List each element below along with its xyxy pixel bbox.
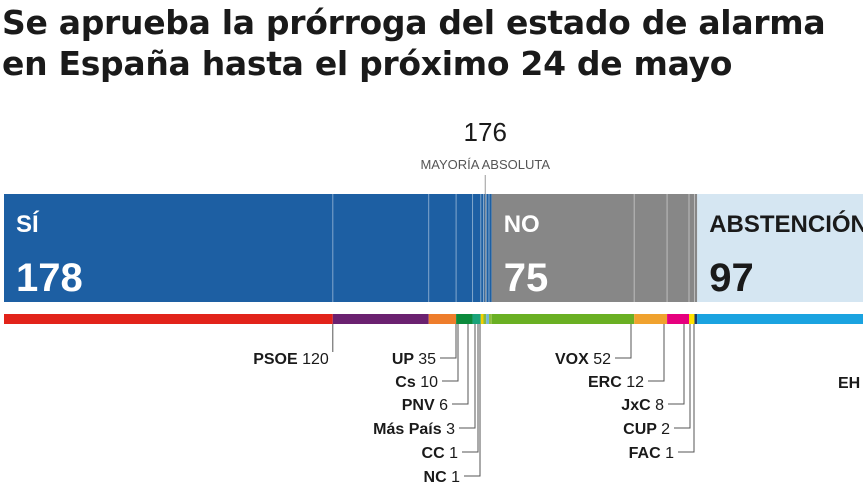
leader-line [462, 324, 479, 453]
party-annotation-fac: FAC 1 [629, 324, 695, 462]
vote-block-1: NO 75 [491, 194, 698, 302]
vote-block-label: ABSTENCIÓN [709, 210, 863, 238]
party-strip-segment [697, 314, 863, 324]
party-strip-segment [634, 314, 668, 324]
leader-line [615, 324, 632, 359]
party-annotation-text: Más País 3 [373, 421, 455, 438]
headline-line-1: Se aprueba la prórroga del estado de ala… [2, 3, 826, 42]
vote-block-total: 178 [16, 256, 83, 300]
party-strip-segment [332, 314, 429, 324]
party-strip-segment [472, 314, 481, 324]
vote-block-2: ABSTENCIÓN 97 [697, 194, 863, 302]
party-annotation-text: CUP 2 [623, 421, 670, 438]
party-annotation-text: UP 35 [392, 351, 436, 368]
party-seats: 1 [451, 469, 460, 486]
party-annotation-cs: Cs 10 [395, 324, 459, 391]
party-strip-segment [480, 314, 484, 324]
party-annotation-text: PNV 6 [402, 397, 448, 414]
party-strip-segment [428, 314, 457, 324]
party-name: UP [392, 351, 418, 368]
leader-line [678, 324, 695, 453]
vote-block-bar [697, 194, 863, 302]
vote-block-0: SÍ 178 [4, 194, 492, 302]
vote-block-bar [491, 194, 698, 302]
party-annotation-cup: CUP 2 [623, 324, 691, 438]
party-annotation-más-país: Más País 3 [373, 324, 476, 438]
vote-block-label: NO [504, 211, 540, 238]
party-strip-segment [491, 314, 635, 324]
party-strip-segment [456, 314, 473, 324]
party-strip-segment [694, 314, 698, 324]
party-name: ERC [588, 374, 626, 391]
party-name: CC [422, 445, 450, 462]
party-name: FAC [629, 445, 665, 462]
party-name: VOX [555, 351, 593, 368]
majority-label: MAYORÍA ABSOLUTA [420, 157, 550, 172]
headline: Se aprueba la prórroga del estado de ala… [2, 2, 863, 84]
party-strip-segment [667, 314, 689, 324]
majority-value: 176 [464, 117, 507, 147]
vote-block-label: SÍ [16, 210, 40, 238]
party-strip-segment [4, 314, 333, 324]
party-annotation-text: VOX 52 [555, 351, 611, 368]
party-name: NC [424, 469, 452, 486]
party-seats: 12 [626, 374, 644, 391]
headline-line-2: en España hasta el próximo 24 de mayo [2, 44, 733, 83]
party-seats: 6 [439, 397, 448, 414]
party-seats: 52 [593, 351, 611, 368]
party-annotation-psoe: PSOE 120 [253, 324, 334, 368]
party-annotation-text: JxC 8 [621, 397, 664, 414]
party-strip-segment [483, 314, 487, 324]
party-seats: 120 [302, 351, 329, 368]
party-annotation-text: Cs 10 [395, 374, 438, 391]
party-strip-segment [486, 314, 489, 324]
party-name: Cs [395, 374, 420, 391]
party-seats: 1 [449, 445, 458, 462]
party-seats: 1 [665, 445, 674, 462]
party-name: PSOE [253, 351, 302, 368]
party-strip-segment [488, 314, 492, 324]
party-annotation-erc: ERC 12 [588, 324, 665, 391]
leader-line [442, 324, 459, 382]
vote-block-bar [4, 194, 492, 302]
party-annotation-text: PSOE 120 [253, 351, 329, 368]
party-annotation-text: ERC 12 [588, 374, 644, 391]
party-seats: 35 [418, 351, 436, 368]
leader-line [674, 324, 691, 429]
leader-line [648, 324, 665, 382]
leader-line [459, 324, 476, 429]
party-annotation-nc: NC 1 [424, 324, 481, 486]
party-strip-segment [689, 314, 695, 324]
party-annotation-jxc: JxC 8 [621, 324, 685, 414]
party-seats: 3 [446, 421, 455, 438]
party-seats: 2 [661, 421, 670, 438]
party-annotation-eh-bildu: EH [838, 375, 860, 392]
party-name: PNV [402, 397, 439, 414]
party-annotation-up: UP 35 [392, 324, 457, 368]
party-seats: 10 [420, 374, 438, 391]
leader-line [452, 324, 469, 405]
leader-line [464, 324, 481, 477]
party-annotation-pnv: PNV 6 [402, 324, 469, 414]
party-annotation-text: CC 1 [422, 445, 459, 462]
party-name: CUP [623, 421, 661, 438]
leader-line [668, 324, 685, 405]
party-annotation-cc: CC 1 [422, 324, 479, 462]
vote-block-total: 97 [709, 256, 754, 300]
party-annotation-text: NC 1 [424, 469, 461, 486]
vote-block-total: 75 [504, 256, 548, 300]
party-annotation-vox: VOX 52 [555, 324, 632, 368]
party-seats: 8 [655, 397, 664, 414]
leader-line [440, 324, 457, 359]
party-name: Más País [373, 421, 446, 438]
party-annotation-text: FAC 1 [629, 445, 674, 462]
party-name: JxC [621, 397, 655, 414]
